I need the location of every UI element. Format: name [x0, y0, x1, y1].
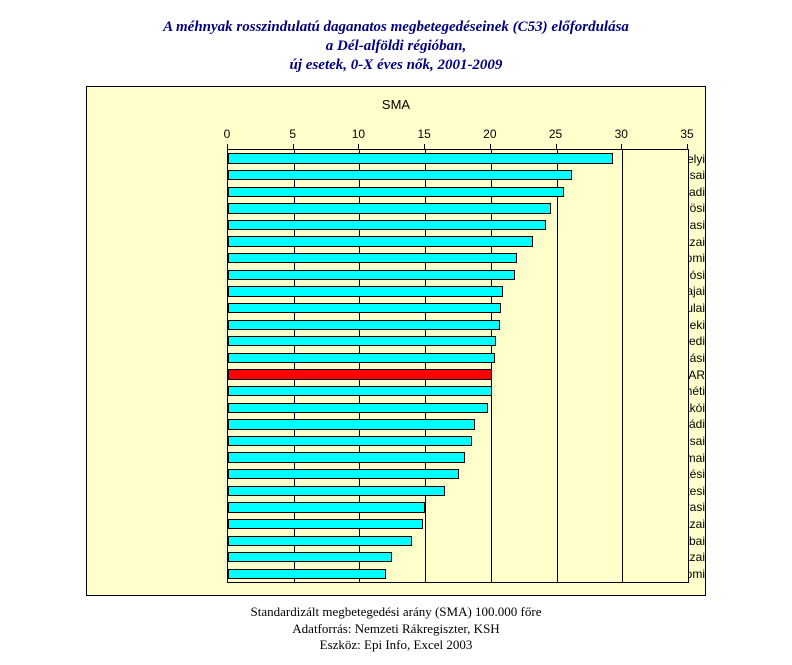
bar: [228, 353, 495, 363]
footer-line-1: Standardizált megbetegedési arány (SMA) …: [0, 604, 792, 620]
bar: [228, 253, 517, 263]
gridline: [425, 150, 426, 582]
bar: [228, 187, 564, 197]
bar: [228, 486, 445, 496]
bar: [228, 502, 425, 512]
bar: [228, 403, 488, 413]
page: A méhnyak rosszindulatú daganatos megbet…: [0, 0, 792, 665]
x-tick-label: 10: [352, 127, 365, 141]
bar: [228, 303, 501, 313]
bar: [228, 203, 551, 213]
bar: [228, 153, 613, 163]
page-title: A méhnyak rosszindulatú daganatos megbet…: [0, 18, 792, 74]
bar: [228, 452, 465, 462]
bar: [228, 469, 459, 479]
gridline: [622, 150, 623, 582]
bar: [228, 419, 475, 429]
bar: [228, 552, 392, 562]
bar: [228, 336, 496, 346]
title-line-3: új esetek, 0-X éves nők, 2001-2009: [0, 56, 792, 75]
bar: [228, 386, 492, 396]
gridline: [359, 150, 360, 582]
x-tick-label: 5: [289, 127, 296, 141]
x-tick-label: 35: [680, 127, 693, 141]
chart-title: SMA: [87, 97, 705, 112]
title-line-1: A méhnyak rosszindulatú daganatos megbet…: [0, 18, 792, 37]
bar: [228, 369, 492, 379]
bar: [228, 536, 412, 546]
gridline: [294, 150, 295, 582]
footer: Standardizált megbetegedési arány (SMA) …: [0, 604, 792, 653]
x-tick-label: 25: [549, 127, 562, 141]
bar: [228, 320, 500, 330]
footer-line-3: Eszköz: Epi Info, Excel 2003: [0, 637, 792, 653]
bar: [228, 436, 472, 446]
x-tick-label: 15: [417, 127, 430, 141]
bar: [228, 270, 515, 280]
bar: [228, 519, 423, 529]
x-tick-label: 20: [483, 127, 496, 141]
chart-box: SMA 05101520253035 HódmezővásárhelyiKalo…: [86, 86, 706, 596]
bar: [228, 286, 503, 296]
bar: [228, 569, 386, 579]
bar: [228, 170, 572, 180]
title-line-2: a Dél-alföldi régióban,: [0, 37, 792, 56]
plot-area: [227, 149, 689, 583]
footer-line-2: Adatforrás: Nemzeti Rákregiszter, KSH: [0, 621, 792, 637]
bar: [228, 236, 533, 246]
x-tick-label: 0: [224, 127, 231, 141]
gridline: [557, 150, 558, 582]
gridline: [491, 150, 492, 582]
bar: [228, 220, 546, 230]
x-tick-label: 30: [615, 127, 628, 141]
